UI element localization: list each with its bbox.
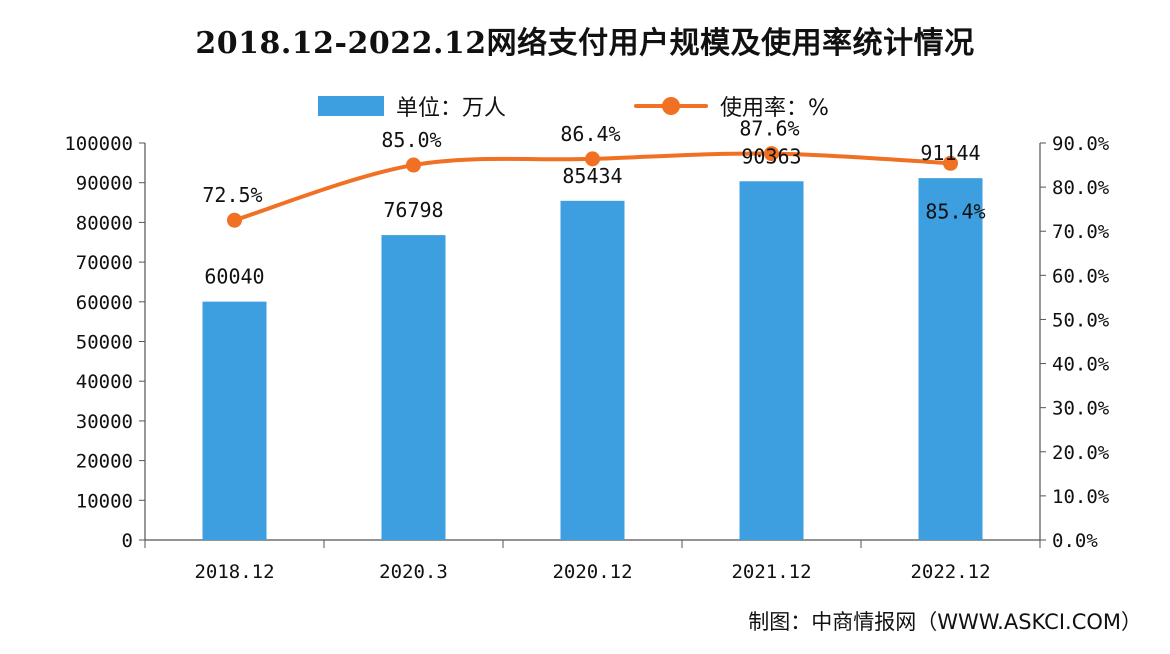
x-tick-label: 2022.12 bbox=[910, 561, 990, 583]
line-data-label: 86.4% bbox=[560, 122, 620, 146]
line-point bbox=[227, 212, 242, 228]
bar-data-label: 76798 bbox=[383, 198, 443, 222]
x-tick-label: 2020.12 bbox=[552, 561, 632, 583]
right-tick-label: 80.0% bbox=[1052, 177, 1110, 199]
line-data-label: 87.6% bbox=[739, 117, 799, 141]
bar-data-label: 85434 bbox=[562, 164, 622, 188]
line-data-label: 85.4% bbox=[925, 199, 985, 223]
left-tick-label: 10000 bbox=[76, 490, 133, 512]
bar-data-label: 91144 bbox=[920, 141, 980, 165]
right-tick-label: 40.0% bbox=[1052, 354, 1110, 376]
source-credit: 制图：中商情报网（WWW.ASKCI.COM） bbox=[748, 610, 1142, 634]
bar-data-label: 60040 bbox=[204, 265, 264, 289]
right-tick-label: 0.0% bbox=[1052, 530, 1098, 552]
x-tick-label: 2021.12 bbox=[731, 561, 811, 583]
left-tick-label: 70000 bbox=[76, 252, 133, 274]
legend-item-bar: 单位：万人 bbox=[318, 88, 506, 124]
left-tick-label: 50000 bbox=[76, 332, 133, 354]
right-tick-label: 60.0% bbox=[1052, 265, 1110, 287]
x-tick-label: 2020.3 bbox=[379, 561, 448, 583]
right-tick-label: 10.0% bbox=[1052, 486, 1110, 508]
legend-line-swatch bbox=[634, 96, 708, 116]
right-tick-label: 70.0% bbox=[1052, 221, 1110, 243]
right-tick-label: 30.0% bbox=[1052, 398, 1110, 420]
left-tick-label: 40000 bbox=[76, 371, 133, 393]
left-tick-label: 20000 bbox=[76, 451, 133, 473]
left-tick-label: 0 bbox=[122, 530, 133, 552]
left-tick-label: 60000 bbox=[76, 292, 133, 314]
left-tick-label: 80000 bbox=[76, 212, 133, 234]
legend-label-bar: 单位：万人 bbox=[396, 96, 507, 121]
line-point bbox=[406, 157, 421, 173]
chart-legend: 单位：万人 使用率：% bbox=[0, 88, 1170, 124]
bar bbox=[202, 301, 267, 540]
bar-data-label: 90363 bbox=[741, 144, 801, 168]
line-point bbox=[764, 146, 779, 162]
bar bbox=[739, 181, 804, 540]
chart-title: 2018.12-2022.12网络支付用户规模及使用率统计情况 bbox=[195, 26, 975, 61]
bar bbox=[381, 235, 446, 540]
bar bbox=[918, 178, 983, 540]
bar bbox=[560, 200, 625, 540]
line-point bbox=[943, 155, 958, 171]
left-tick-label: 100000 bbox=[64, 133, 133, 155]
line-data-label: 85.0% bbox=[381, 128, 441, 152]
line-point bbox=[585, 151, 600, 167]
legend-item-line: 使用率：% bbox=[634, 88, 829, 124]
legend-label-line: 使用率：% bbox=[720, 96, 829, 121]
legend-bar-swatch bbox=[318, 96, 384, 116]
x-tick-label: 2018.12 bbox=[194, 561, 274, 583]
line-data-label: 72.5% bbox=[202, 183, 262, 207]
right-tick-label: 20.0% bbox=[1052, 442, 1110, 464]
left-tick-label: 30000 bbox=[76, 411, 133, 433]
right-tick-label: 50.0% bbox=[1052, 309, 1110, 331]
right-tick-label: 90.0% bbox=[1052, 133, 1110, 155]
left-tick-label: 90000 bbox=[76, 173, 133, 195]
